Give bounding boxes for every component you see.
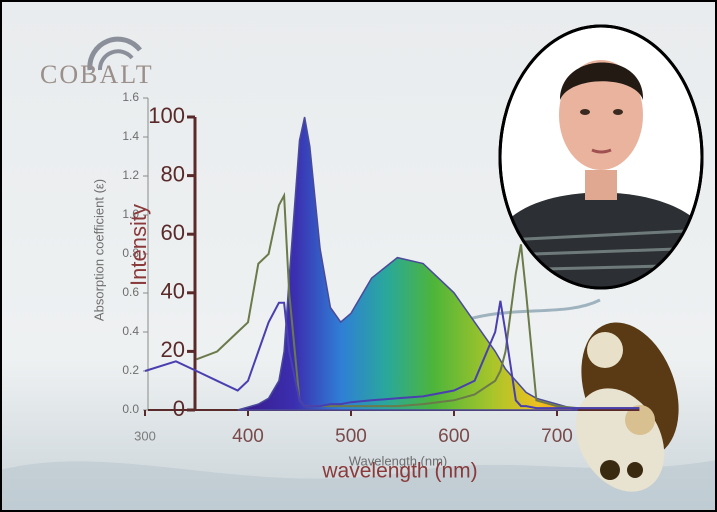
y2-tick-label: 80 xyxy=(161,161,185,186)
y-tick-label: 0.6 xyxy=(122,285,139,299)
plot: 0.0 0.2 0.4 0.6 0.8 1.0 1.2 1.4 1.6 0 20 40 60 80 100 3… xyxy=(91,90,640,483)
x-tick-label: 600 xyxy=(438,426,470,447)
x2-axis-title: wavelength (nm) xyxy=(321,460,477,483)
y2-tick-label: 20 xyxy=(161,337,185,362)
y2-axis-title: Intensity xyxy=(126,204,151,286)
water-splash xyxy=(0,460,717,512)
spectrum-area xyxy=(237,116,578,411)
absorption-line xyxy=(144,300,640,410)
y-tick-label: 0.0 xyxy=(122,402,139,416)
y2-tick-label: 100 xyxy=(148,103,185,128)
absorption-line xyxy=(196,191,640,410)
x-tick-label: 400 xyxy=(232,426,264,447)
y-tick-label: 0.4 xyxy=(122,324,139,338)
y-tick-label: 0.2 xyxy=(122,363,139,377)
y-axis-title: Absorption coefficient (ε) xyxy=(91,179,106,321)
y-tick-label: 1.2 xyxy=(122,168,139,182)
x-axis-title: Wavelength (nm) xyxy=(349,453,448,468)
y-tick-label: 1.0 xyxy=(122,207,139,221)
y-tick-label: 1.4 xyxy=(122,129,139,143)
logo: COBALT xyxy=(40,60,154,89)
y2-tick-label: 60 xyxy=(161,220,185,245)
x-tick-label: 300 xyxy=(134,428,156,443)
x-tick-label: 700 xyxy=(541,426,573,447)
y-tick-label: 0.8 xyxy=(122,246,139,260)
x-tick-label: 500 xyxy=(335,426,367,447)
fish xyxy=(575,322,679,492)
y-tick-label: 1.6 xyxy=(122,90,139,104)
y2-tick-label: 0 xyxy=(173,396,185,421)
y2-tick-label: 40 xyxy=(161,279,185,304)
logo-mark xyxy=(87,36,142,71)
presenter-inset xyxy=(498,24,704,290)
